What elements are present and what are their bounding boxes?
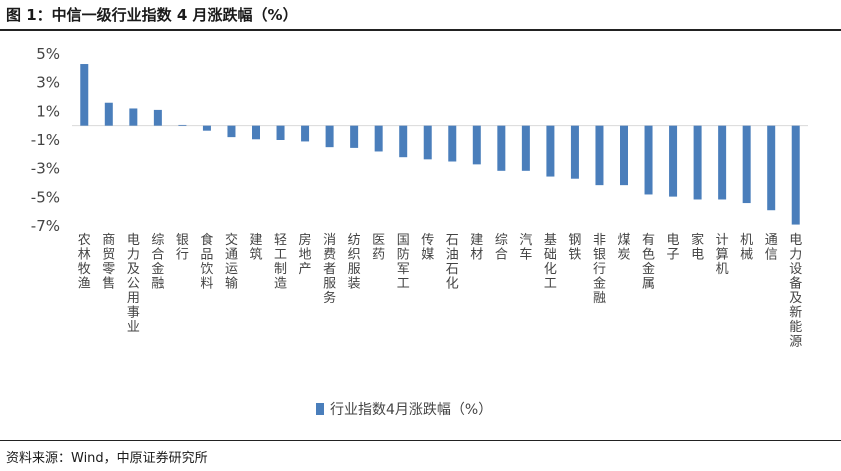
legend: 行业指数4月涨跌幅（%） <box>316 402 492 418</box>
x-tick-label: 综合金融 <box>151 233 164 292</box>
y-tick-label: -1% <box>31 131 60 149</box>
x-tick-label: 汽车 <box>519 233 532 263</box>
x-tick-label: 建材 <box>470 233 483 263</box>
x-tick-label: 银行 <box>176 233 189 263</box>
y-tick-label: 5% <box>36 45 60 63</box>
y-tick-label: -5% <box>31 188 60 206</box>
x-tick-label: 食品饮料 <box>200 232 213 292</box>
bar <box>521 125 530 171</box>
bar <box>325 125 334 148</box>
y-tick-label: 1% <box>36 102 60 120</box>
x-tick-label: 商贸零售 <box>102 233 115 292</box>
bar <box>742 125 751 204</box>
x-tick-label: 非银行金融 <box>593 233 606 306</box>
x-tick-label: 钢铁 <box>568 233 581 263</box>
bar <box>620 125 628 186</box>
x-tick-label: 建筑 <box>249 233 262 263</box>
bar <box>693 125 702 200</box>
bar <box>350 125 359 148</box>
x-tick-label: 纺织服装 <box>348 233 361 292</box>
y-axis: 5% 3% 1% -1% -3% -5% -7% <box>31 45 60 235</box>
bar <box>129 108 138 126</box>
source-rule <box>0 440 841 441</box>
bar <box>595 125 604 186</box>
title-rule <box>0 29 841 31</box>
x-tick-label: 基础化工 <box>544 233 557 292</box>
bar <box>153 109 162 126</box>
y-tick-label: -7% <box>31 217 60 235</box>
bar <box>202 125 211 131</box>
bar <box>374 125 383 152</box>
bar <box>423 125 432 160</box>
x-tick-label: 家电 <box>691 232 704 263</box>
bar <box>718 125 727 200</box>
x-tick-label: 有色金属 <box>642 233 655 292</box>
x-tick-label: 传媒 <box>421 233 434 263</box>
source-note: 资料来源：Wind，中原证券研究所 <box>6 451 208 466</box>
bar <box>80 64 89 126</box>
x-tick-label: 机械 <box>740 233 753 263</box>
bar <box>276 125 285 140</box>
x-tick-label: 通信 <box>765 233 778 263</box>
x-tick-label: 煤炭 <box>617 233 630 263</box>
bar <box>104 102 113 126</box>
x-tick-label: 房地产 <box>299 232 312 277</box>
bar <box>178 124 187 126</box>
figure-title: 图 1：中信一级行业指数 4 月涨跌幅（%） <box>6 6 298 24</box>
y-tick-label: -3% <box>31 160 60 178</box>
x-tick-label: 消费者服务 <box>323 233 336 306</box>
bar <box>767 125 776 211</box>
bar <box>570 125 579 179</box>
bar <box>448 125 457 162</box>
bar-series <box>80 64 800 225</box>
category-labels: 农林牧渔商贸零售电力及公用事业综合金融银行食品饮料交通运输建筑轻工制造房地产消费… <box>78 232 802 350</box>
x-tick-label: 医药 <box>372 233 385 263</box>
bar <box>669 125 678 197</box>
bar-chart: 5% 3% 1% -1% -3% -5% -7% 农林牧渔商贸零售电力及公用事业综合金融银行… <box>31 45 808 418</box>
bar <box>252 125 260 140</box>
bar <box>644 125 653 195</box>
legend-swatch <box>316 403 324 415</box>
bar <box>472 125 481 165</box>
x-tick-label: 石油石化 <box>446 233 459 292</box>
x-tick-label: 轻工制造 <box>274 233 287 292</box>
x-tick-label: 国防军工 <box>397 233 410 292</box>
x-tick-label: 计算机 <box>716 233 729 277</box>
bar <box>546 125 555 177</box>
bar <box>301 125 310 142</box>
x-tick-label: 电力及公用事业 <box>127 233 140 335</box>
bar <box>497 125 506 171</box>
x-tick-label: 电子 <box>667 233 680 263</box>
bar <box>791 125 800 225</box>
x-tick-label: 电力设备及新能源 <box>789 233 802 350</box>
legend-label: 行业指数4月涨跌幅（%） <box>330 402 492 418</box>
bar <box>399 125 408 158</box>
x-tick-label: 交通运输 <box>225 232 238 292</box>
x-tick-label: 综合 <box>495 233 508 263</box>
bar <box>227 125 236 138</box>
x-tick-label: 农林牧渔 <box>78 233 91 292</box>
y-tick-label: 3% <box>36 74 60 92</box>
